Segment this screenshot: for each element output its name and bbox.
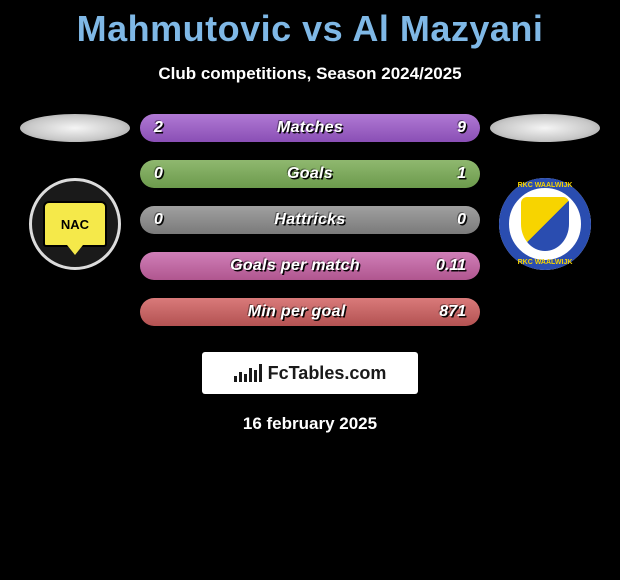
stats-column: 2 Matches 9 0 Goals 1 0 Hattricks 0 Goal… bbox=[135, 114, 485, 326]
stat-row-min-per-goal: Min per goal 871 bbox=[140, 298, 480, 326]
stat-row-goals-per-match: Goals per match 0.11 bbox=[140, 252, 480, 280]
nac-badge: NAC bbox=[43, 201, 107, 247]
stat-label: Min per goal bbox=[248, 303, 346, 321]
bar-chart-icon bbox=[234, 364, 262, 382]
stat-label: Goals per match bbox=[230, 257, 360, 275]
brand-text: FcTables.com bbox=[268, 363, 387, 384]
stat-row-goals: 0 Goals 1 bbox=[140, 160, 480, 188]
stat-right-value: 9 bbox=[457, 119, 466, 137]
player-oval-right bbox=[490, 114, 600, 142]
date-line: 16 february 2025 bbox=[0, 414, 620, 434]
comparison-card: Mahmutovic vs Al Mazyani Club competitio… bbox=[0, 0, 620, 580]
stat-label: Matches bbox=[277, 119, 343, 137]
stat-left-value: 0 bbox=[154, 211, 163, 229]
right-column: RKC WAALWIJK RKC WAALWIJK bbox=[485, 114, 605, 270]
stat-right-value: 871 bbox=[439, 303, 466, 321]
club-logo-left: NAC bbox=[29, 178, 121, 270]
stat-row-hattricks: 0 Hattricks 0 bbox=[140, 206, 480, 234]
rkc-ring-text-top: RKC WAALWIJK bbox=[499, 182, 591, 189]
page-title: Mahmutovic vs Al Mazyani bbox=[0, 0, 620, 50]
player-oval-left bbox=[20, 114, 130, 142]
brand-box: FcTables.com bbox=[202, 352, 418, 394]
stat-label: Hattricks bbox=[274, 211, 345, 229]
club-logo-right: RKC WAALWIJK RKC WAALWIJK bbox=[499, 178, 591, 270]
left-column: NAC bbox=[15, 114, 135, 270]
stat-label: Goals bbox=[287, 165, 333, 183]
stat-right-value: 0.11 bbox=[436, 257, 466, 275]
rkc-shield bbox=[521, 197, 569, 251]
rkc-ring-text-bottom: RKC WAALWIJK bbox=[499, 259, 591, 266]
main-row: NAC 2 Matches 9 0 Goals 1 0 Hattricks 0 … bbox=[0, 114, 620, 326]
stat-right-value: 1 bbox=[457, 165, 466, 183]
stat-left-value: 0 bbox=[154, 165, 163, 183]
stat-row-matches: 2 Matches 9 bbox=[140, 114, 480, 142]
stat-left-value: 2 bbox=[154, 119, 163, 137]
subtitle: Club competitions, Season 2024/2025 bbox=[0, 64, 620, 84]
stat-right-value: 0 bbox=[457, 211, 466, 229]
